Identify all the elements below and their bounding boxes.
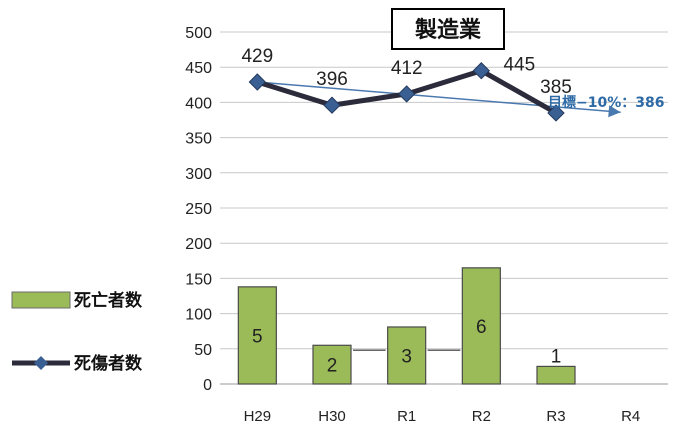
bar xyxy=(461,267,501,385)
y-tick-label: 250 xyxy=(185,201,212,218)
target-trend-line xyxy=(257,81,621,114)
point-label: 429 xyxy=(241,46,273,67)
bar-value-label: 5 xyxy=(252,326,263,347)
y-tick-label: 400 xyxy=(185,95,212,112)
x-tick-label: H29 xyxy=(244,408,272,425)
point-label: 445 xyxy=(503,55,535,76)
y-axis-ticks: 0 50 100 150 200 250 300 350 400 450 500 xyxy=(185,25,212,394)
x-tick-label: R4 xyxy=(621,408,640,425)
point-label: 385 xyxy=(540,77,572,98)
bar-value-label: 1 xyxy=(551,346,562,367)
y-tick-label: 450 xyxy=(185,60,212,77)
bar xyxy=(536,365,576,385)
legend-bar-swatch xyxy=(11,291,71,309)
point-label: 396 xyxy=(316,69,348,90)
diamond-marker xyxy=(472,62,491,80)
x-tick-label: R2 xyxy=(472,408,491,425)
diamond-marker xyxy=(323,96,341,114)
bar xyxy=(387,326,427,385)
bar-value-label: 6 xyxy=(476,317,487,338)
y-tick-label: 0 xyxy=(203,377,212,394)
x-tick-label: R1 xyxy=(397,408,416,425)
x-tick-label: H30 xyxy=(318,408,346,425)
chart-title: 製造業 xyxy=(414,17,482,43)
bar xyxy=(237,286,277,385)
line-markers xyxy=(248,62,565,122)
bar xyxy=(312,344,352,385)
diamond-marker xyxy=(547,104,565,122)
y-tick-label: 350 xyxy=(185,131,212,148)
bar-series xyxy=(237,267,576,385)
y-tick-label: 150 xyxy=(185,271,212,288)
y-tick-label: 200 xyxy=(185,236,212,253)
y-tick-label: 100 xyxy=(185,307,212,324)
legend-diamond-marker xyxy=(34,356,48,370)
legend-label-deaths: 死亡者数 xyxy=(74,290,143,311)
diamond-marker xyxy=(397,85,416,103)
y-tick-label: 300 xyxy=(185,166,212,183)
x-axis-ticks: H29 H30 R1 R2 R3 R4 xyxy=(244,408,641,425)
target-label: 目標−10%：386 xyxy=(548,94,664,111)
point-label: 412 xyxy=(391,58,423,79)
target-arrowhead xyxy=(608,105,621,118)
diamond-marker xyxy=(248,73,267,91)
legend-label-casualties: 死傷者数 xyxy=(74,353,143,374)
bar-value-labels: 5 2 3 6 1 xyxy=(252,317,561,377)
gridlines xyxy=(220,31,668,385)
x-tick-label: R3 xyxy=(546,408,565,425)
legend: 死亡者数 死傷者数 xyxy=(11,290,143,374)
title-box xyxy=(391,8,505,50)
y-tick-label: 500 xyxy=(185,25,212,42)
bar-value-label: 2 xyxy=(327,356,338,377)
bar-value-label: 3 xyxy=(401,346,412,367)
y-tick-label: 50 xyxy=(194,342,212,359)
